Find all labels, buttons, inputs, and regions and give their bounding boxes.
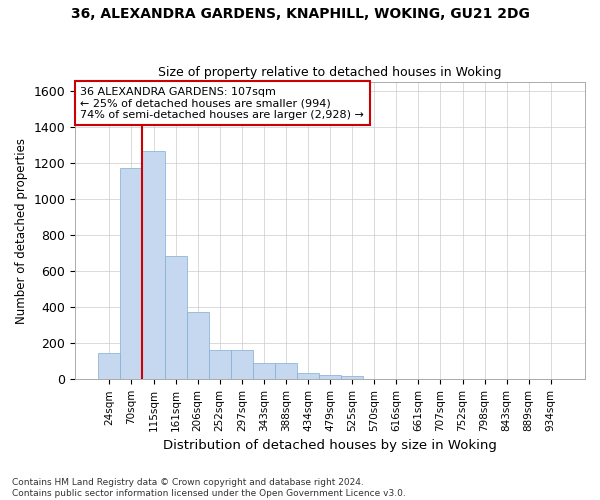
Bar	[164, 256, 187, 380]
Title: Size of property relative to detached houses in Woking: Size of property relative to detached ho…	[158, 66, 502, 80]
Bar	[231, 350, 253, 380]
Bar	[275, 363, 297, 380]
Y-axis label: Number of detached properties: Number of detached properties	[15, 138, 28, 324]
Bar	[319, 375, 341, 380]
X-axis label: Distribution of detached houses by size in Woking: Distribution of detached houses by size …	[163, 440, 497, 452]
Text: Contains HM Land Registry data © Crown copyright and database right 2024.
Contai: Contains HM Land Registry data © Crown c…	[12, 478, 406, 498]
Bar	[297, 373, 319, 380]
Bar	[121, 168, 142, 380]
Text: 36, ALEXANDRA GARDENS, KNAPHILL, WOKING, GU21 2DG: 36, ALEXANDRA GARDENS, KNAPHILL, WOKING,…	[71, 8, 529, 22]
Bar	[187, 312, 209, 380]
Bar	[98, 352, 121, 380]
Text: 36 ALEXANDRA GARDENS: 107sqm
← 25% of detached houses are smaller (994)
74% of s: 36 ALEXANDRA GARDENS: 107sqm ← 25% of de…	[80, 86, 364, 120]
Bar	[142, 152, 164, 380]
Bar	[341, 376, 363, 380]
Bar	[253, 363, 275, 380]
Bar	[209, 350, 231, 380]
